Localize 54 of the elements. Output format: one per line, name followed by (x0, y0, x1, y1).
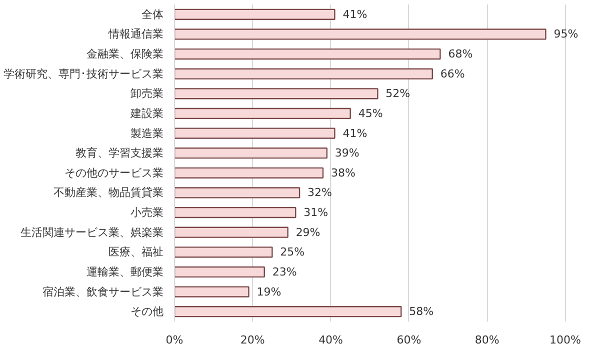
x-tick-label: 20% (240, 334, 265, 346)
bar (174, 226, 288, 238)
data-label: 68% (448, 48, 473, 61)
bar (174, 286, 250, 298)
bar (174, 148, 328, 159)
bar (174, 167, 324, 178)
bar (174, 28, 546, 40)
x-tick-label: 80% (474, 334, 500, 346)
data-label: 41% (342, 126, 368, 140)
data-label: 25% (280, 246, 305, 259)
y-tick-label: 製造業 (130, 126, 164, 140)
data-label: 23% (272, 265, 297, 278)
y-tick-label: 金融業、保険業 (86, 48, 164, 61)
bar (174, 246, 273, 258)
y-tick-label: 宿泊業、飲食サービス業 (42, 285, 164, 298)
data-label: 39% (334, 146, 360, 160)
x-tick-label: 100% (550, 334, 581, 346)
bar (174, 108, 351, 120)
bar (174, 88, 378, 100)
bar (174, 266, 265, 278)
data-label: 41% (342, 8, 368, 21)
x-tick-label: 40% (318, 334, 344, 346)
bar (174, 68, 433, 80)
bar (174, 128, 336, 139)
y-tick-label: 小売業 (130, 206, 164, 220)
bar (174, 187, 300, 198)
bar (174, 48, 441, 60)
data-label: 52% (386, 87, 410, 100)
y-tick-label: 全体 (142, 8, 164, 21)
y-tick-label: 卸売業 (130, 87, 164, 100)
data-label: 95% (554, 28, 578, 41)
y-tick-label: その他のサービス業 (64, 166, 164, 180)
data-label: 45% (358, 106, 383, 120)
y-tick-label: 教育、学習支援業 (76, 146, 164, 160)
data-label: 32% (308, 186, 332, 200)
y-tick-label: 医療、福祉 (108, 246, 164, 259)
bar (174, 8, 336, 20)
x-tick-label: 60% (396, 334, 422, 346)
y-tick-label: 学術研究、専門･技術サービス業 (4, 67, 164, 80)
y-tick-label: 建設業 (130, 106, 164, 120)
data-label: 66% (440, 67, 465, 80)
y-tick-label: 生活関連サービス業、娯楽業 (20, 226, 164, 239)
data-label: 31% (304, 206, 328, 220)
data-label: 38% (330, 166, 356, 180)
bar (174, 306, 402, 318)
y-tick-label: 不動産業、物品賃貸業 (54, 186, 164, 200)
data-label: 29% (296, 226, 320, 239)
x-tick-label: 0% (166, 334, 184, 346)
y-tick-label: 運輸業、郵便業 (86, 265, 164, 278)
data-label: 58% (409, 305, 434, 318)
data-label: 19% (256, 285, 282, 298)
y-tick-label: その他 (130, 305, 164, 318)
y-tick-label: 情報通信業 (108, 28, 164, 41)
bar (174, 206, 296, 218)
